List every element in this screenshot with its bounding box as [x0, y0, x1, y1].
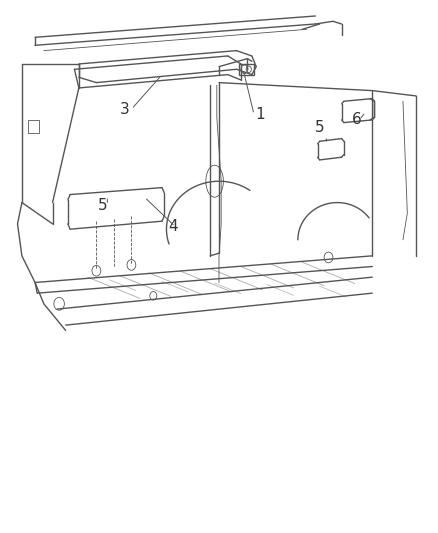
- Text: 6: 6: [352, 112, 362, 127]
- Bar: [28, 120, 39, 133]
- Text: 1: 1: [256, 107, 265, 122]
- Text: 4: 4: [168, 219, 178, 234]
- Text: 3: 3: [120, 102, 130, 117]
- Text: 5: 5: [98, 198, 108, 213]
- Bar: [239, 64, 254, 75]
- Text: 5: 5: [315, 120, 325, 135]
